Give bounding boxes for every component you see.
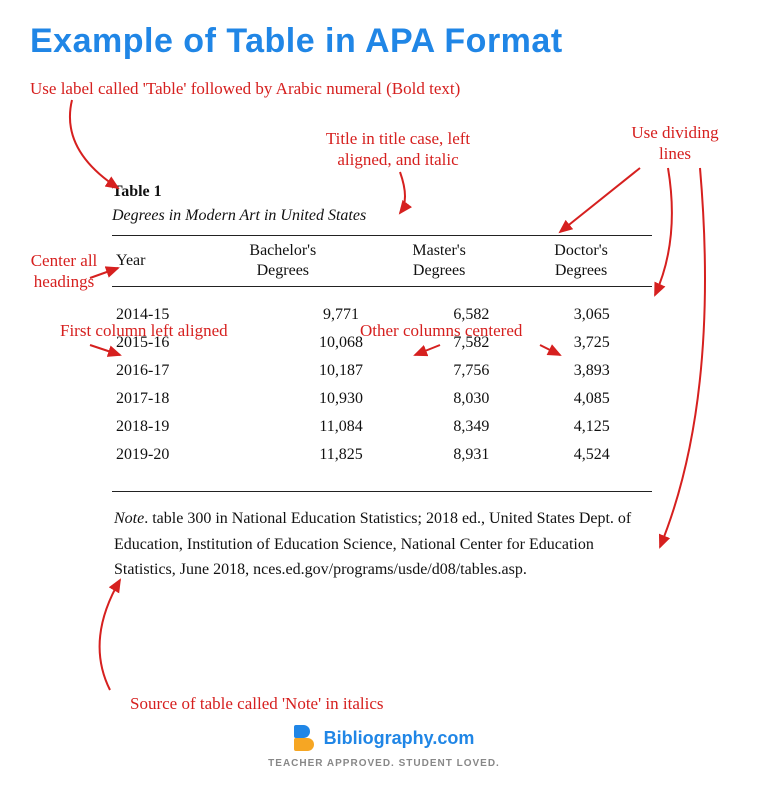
table-row: 2018-1911,0848,3494,125 [112,413,652,441]
table-cell: 10,068 [271,329,411,357]
note-label: Note [114,510,144,527]
apa-table-body: 2014-159,7716,5823,0652015-1610,0687,582… [112,301,652,469]
table-row: 2016-1710,1877,7563,893 [112,357,652,385]
table-cell: 11,825 [271,441,411,469]
annotation-label-rule: Use label called 'Table' followed by Ara… [30,78,510,99]
table-cell: 2017-18 [112,385,271,413]
table-cell: 7,582 [411,329,531,357]
table-cell: 2018-19 [112,413,271,441]
table-row: 2019-2011,8258,9314,524 [112,441,652,469]
table-cell: 8,931 [411,441,531,469]
table-title: Degrees in Modern Art in United States [112,207,652,225]
table-row: 2017-1810,9308,0304,085 [112,385,652,413]
table-cell: 4,085 [532,385,652,413]
table-cell: 8,349 [411,413,531,441]
table-note: Note. table 300 in National Education St… [112,506,652,583]
table-row: 2014-159,7716,5823,065 [112,301,652,329]
table-row: 2015-1610,0687,5823,725 [112,329,652,357]
apa-table: Year Bachelor'sDegrees Master'sDegrees D… [112,236,652,286]
brand-tagline: TEACHER APPROVED. STUDENT LOVED. [0,758,768,769]
table-label: Table 1 [112,183,652,201]
apa-table-block: Table 1 Degrees in Modern Art in United … [112,183,652,583]
table-cell: 8,030 [411,385,531,413]
table-head: Year Bachelor'sDegrees Master'sDegrees D… [112,236,652,286]
page-title: Example of Table in APA Format [0,0,768,61]
table-cell: 10,930 [271,385,411,413]
dividing-line-bottom [112,491,652,492]
annotation-center-headings: Center allheadings [14,250,114,293]
col-header: Doctor'sDegrees [510,236,652,286]
col-header: Bachelor'sDegrees [197,236,368,286]
col-header: Year [112,236,197,286]
table-body: 2014-159,7716,5823,0652015-1610,0687,582… [112,301,652,469]
annotation-title-rule: Title in title case, leftaligned, and it… [268,128,528,171]
table-cell: 2016-17 [112,357,271,385]
table-cell: 2019-20 [112,441,271,469]
note-text: . table 300 in National Education Statis… [114,510,631,578]
footer: Bibliography.com TEACHER APPROVED. STUDE… [0,725,768,769]
table-cell: 10,187 [271,357,411,385]
table-cell: 3,893 [532,357,652,385]
annotation-dividing-lines: Use dividinglines [595,122,755,165]
table-cell: 11,084 [271,413,411,441]
table-cell: 4,125 [532,413,652,441]
table-header-row: Year Bachelor'sDegrees Master'sDegrees D… [112,236,652,286]
annotation-note-rule: Source of table called 'Note' in italics [130,693,550,714]
col-header: Master'sDegrees [368,236,510,286]
logo-icon [294,725,316,751]
table-cell: 3,725 [532,329,652,357]
table-cell: 6,582 [411,301,531,329]
table-cell: 2014-15 [112,301,271,329]
table-cell: 3,065 [532,301,652,329]
table-cell: 9,771 [271,301,411,329]
table-cell: 7,756 [411,357,531,385]
brand-name: Bibliography.com [324,728,475,749]
table-cell: 4,524 [532,441,652,469]
table-cell: 2015-16 [112,329,271,357]
brand: Bibliography.com [294,725,475,751]
